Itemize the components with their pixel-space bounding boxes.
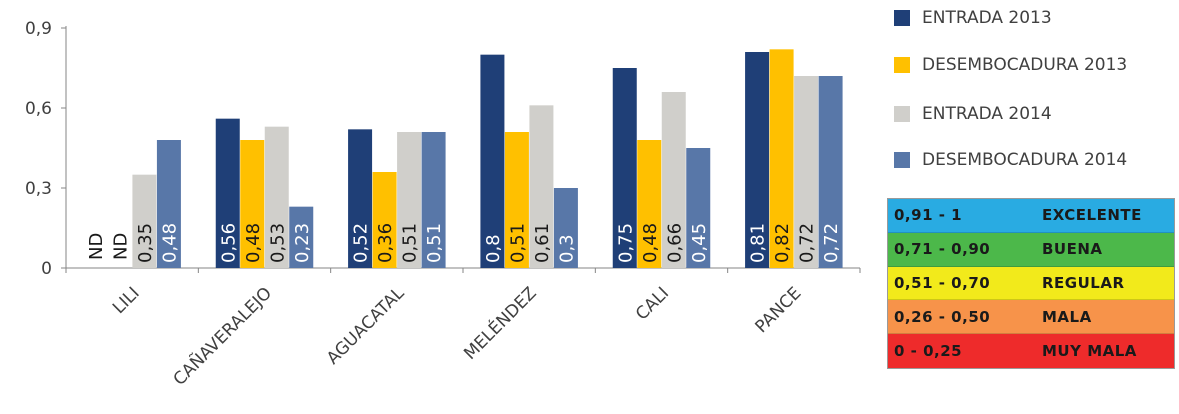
scale-row-muy-mala: 0 - 0,25 MUY MALA: [888, 334, 1174, 368]
bar: [686, 148, 711, 268]
legend-swatch: [894, 106, 910, 122]
data-label: 0,35: [135, 223, 156, 263]
bar: [529, 105, 554, 268]
x-category-label: PANCE: [752, 283, 806, 337]
bar: [156, 140, 181, 268]
bar: [240, 140, 265, 268]
scale-range: 0 - 0,25: [894, 342, 963, 361]
bar: [348, 129, 373, 268]
x-category-label: MELÉNDEZ: [459, 282, 541, 364]
data-label: 0,66: [664, 223, 685, 263]
bar: [818, 76, 843, 268]
bar: [289, 206, 314, 268]
data-label: 0,36: [375, 223, 396, 263]
scale-label: EXCELENTE: [1042, 206, 1142, 225]
bar: [745, 52, 770, 268]
data-label: 0,3: [556, 234, 577, 263]
x-category-label: CALI: [632, 283, 673, 324]
scale-range: 0,91 - 1: [894, 206, 963, 225]
data-label: 0,72: [821, 223, 842, 263]
data-label: 0,51: [424, 223, 445, 263]
data-label: 0,23: [292, 223, 313, 263]
bar: [612, 68, 637, 268]
bar: [504, 132, 529, 268]
data-label: 0,75: [615, 223, 636, 263]
data-label: ND: [110, 233, 131, 260]
bar: [397, 132, 422, 268]
bar: [661, 92, 686, 268]
x-category-label: LILI: [109, 283, 144, 318]
data-label: ND: [86, 233, 107, 260]
data-label: 0,51: [507, 223, 528, 263]
scale-range: 0,51 - 0,70: [894, 273, 991, 292]
bar: [769, 49, 794, 269]
legend-label: ENTRADA 2013: [922, 8, 1052, 28]
bar: [215, 118, 240, 269]
bar: [264, 126, 289, 269]
scale-row-mala: 0,26 - 0,50 MALA: [888, 300, 1174, 335]
legend-swatch: [894, 57, 910, 73]
data-label: 0,56: [218, 223, 239, 263]
legend-label: ENTRADA 2014: [922, 104, 1052, 124]
bar: [637, 140, 662, 268]
bar: [132, 174, 157, 268]
legend-item-desembocadura-2014: DESEMBOCADURA 2014: [894, 147, 1127, 173]
y-tick-label: 0,9: [25, 19, 52, 39]
legend-swatch: [894, 10, 910, 26]
legend-label: DESEMBOCADURA 2013: [922, 55, 1128, 75]
legend-item-entrada-2013: ENTRADA 2013: [894, 5, 1052, 31]
y-tick-label: 0: [41, 259, 52, 279]
legend-swatch: [894, 152, 910, 168]
data-label: 0,52: [351, 223, 372, 263]
y-tick-label: 0,3: [25, 179, 52, 199]
bar: [372, 172, 397, 268]
data-label: 0,45: [689, 223, 710, 263]
bar: [480, 54, 505, 268]
x-category-label: CAÑAVERALEJO: [168, 282, 276, 390]
scale-row-excelente: 0,91 - 1 EXCELENTE: [888, 199, 1174, 233]
scale-range: 0,26 - 0,50: [894, 307, 991, 326]
data-label: 0,82: [772, 223, 793, 263]
scale-range: 0,71 - 0,90: [894, 240, 991, 259]
bar: [794, 76, 819, 268]
data-label: 0,48: [640, 223, 661, 263]
data-label: 0,53: [267, 223, 288, 263]
bar: [421, 132, 446, 268]
data-label: 0,51: [400, 223, 421, 263]
scale-row-buena: 0,71 - 0,90 BUENA: [888, 232, 1174, 267]
data-label: 0,81: [748, 223, 769, 263]
data-label: 0,61: [532, 223, 553, 263]
scale-label: BUENA: [1042, 240, 1103, 259]
x-category-label: AGUACATAL: [323, 283, 409, 369]
data-label: 0,8: [483, 234, 504, 263]
bar: [553, 188, 578, 268]
legend-item-desembocadura-2013: DESEMBOCADURA 2013: [894, 52, 1127, 78]
scale-label: MALA: [1042, 307, 1092, 326]
y-tick-label: 0,6: [25, 99, 52, 119]
data-label: 0,48: [159, 223, 180, 263]
scale-label: REGULAR: [1042, 273, 1125, 292]
data-label: 0,72: [797, 223, 818, 263]
scale-row-regular: 0,51 - 0,70 REGULAR: [888, 266, 1174, 301]
legend-label: DESEMBOCADURA 2014: [922, 150, 1128, 170]
data-label: 0,48: [243, 223, 264, 263]
quality-scale-table: 0,91 - 1 EXCELENTE 0,71 - 0,90 BUENA 0,5…: [887, 198, 1175, 369]
legend-item-entrada-2014: ENTRADA 2014: [894, 101, 1052, 127]
scale-label: MUY MALA: [1042, 342, 1137, 361]
